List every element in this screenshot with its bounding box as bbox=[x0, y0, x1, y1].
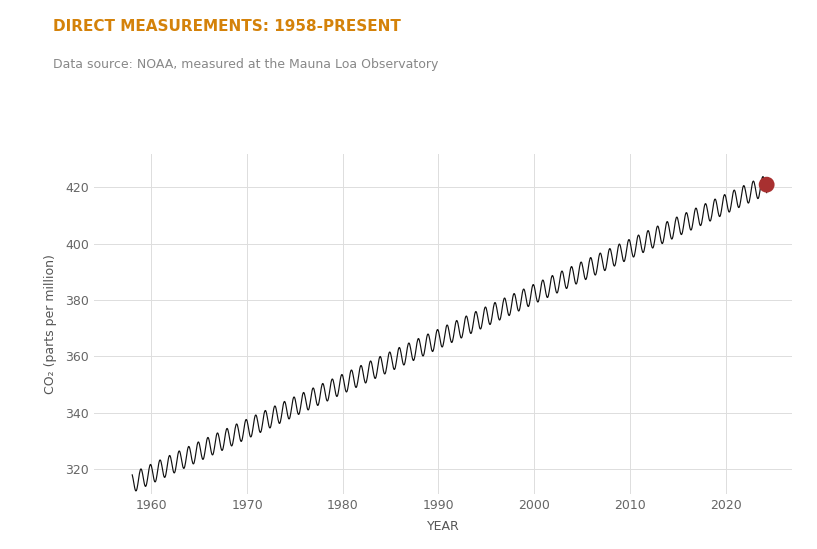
Point bbox=[760, 180, 773, 189]
X-axis label: YEAR: YEAR bbox=[426, 520, 460, 533]
Y-axis label: CO₂ (parts per million): CO₂ (parts per million) bbox=[44, 254, 57, 394]
Text: Data source: NOAA, measured at the Mauna Loa Observatory: Data source: NOAA, measured at the Mauna… bbox=[53, 58, 439, 71]
Text: DIRECT MEASUREMENTS: 1958-PRESENT: DIRECT MEASUREMENTS: 1958-PRESENT bbox=[53, 19, 401, 34]
